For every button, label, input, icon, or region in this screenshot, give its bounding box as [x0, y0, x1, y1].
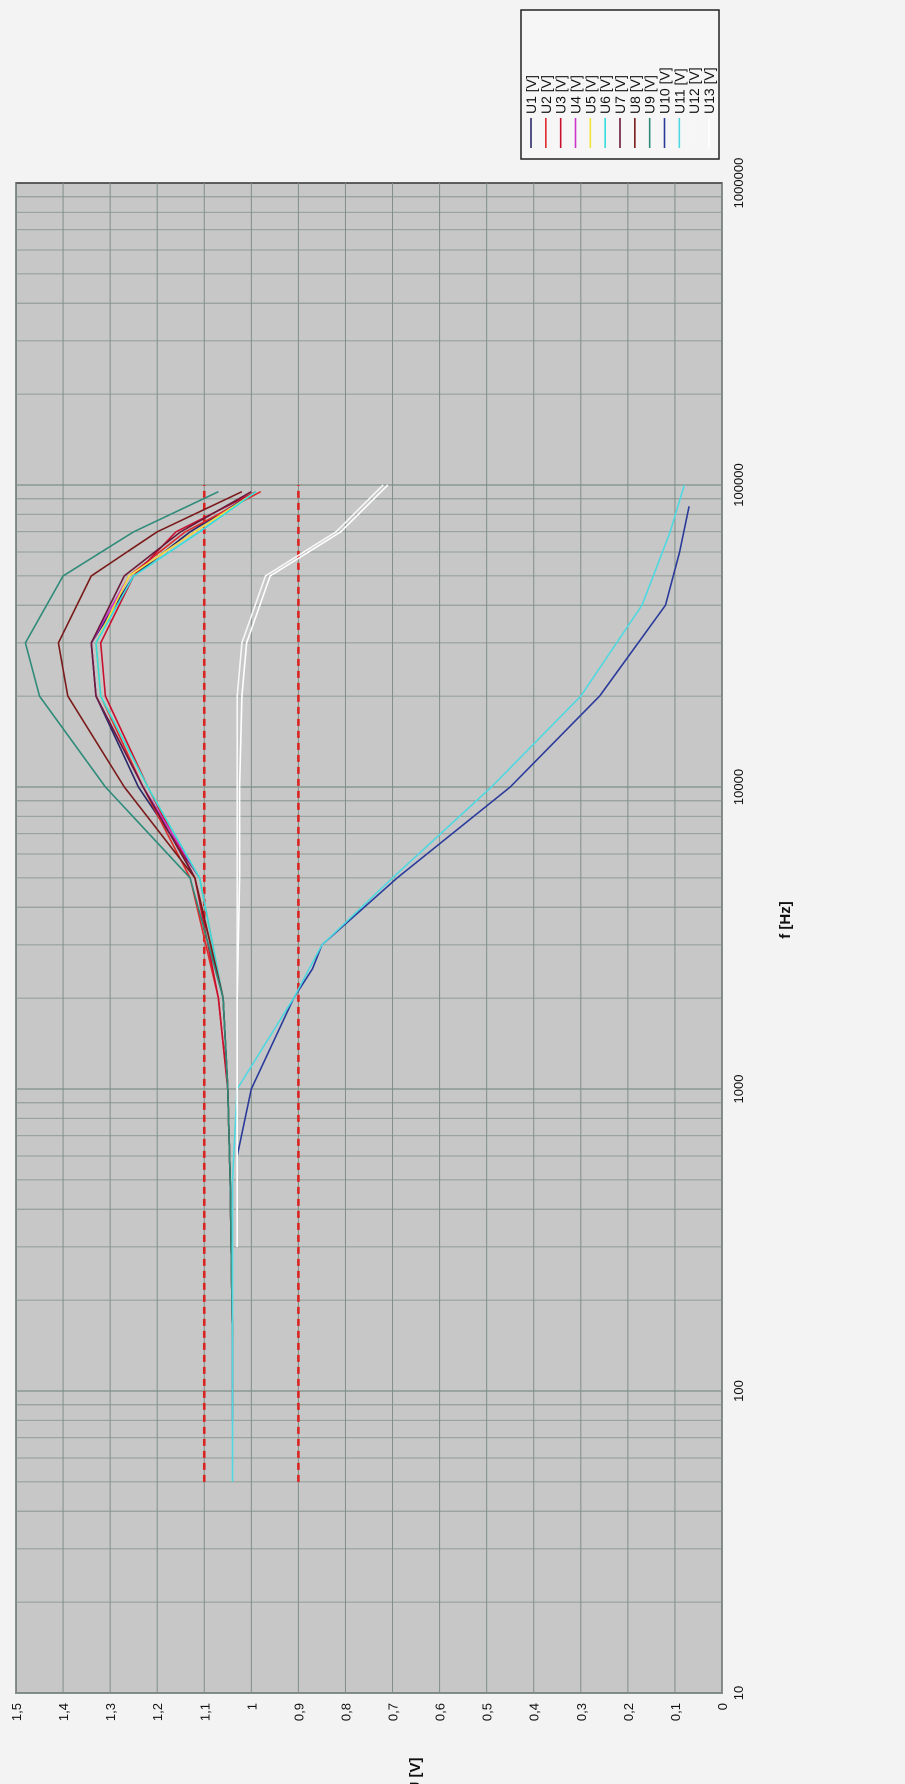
voltage-tick-label: 0,3: [574, 1703, 589, 1721]
legend-label: U12 [V]: [686, 67, 702, 114]
voltage-tick-label: 0: [715, 1703, 730, 1710]
svg-text:0,6: 0,6: [433, 1703, 448, 1721]
voltage-tick-label: 1,4: [56, 1703, 71, 1721]
svg-text:1000: 1000: [731, 1075, 746, 1104]
legend-label: U2 [V]: [538, 75, 554, 114]
voltage-tick-label: 1: [244, 1703, 259, 1710]
legend-label: U4 [V]: [568, 75, 584, 114]
series-line: [24, 490, 234, 1338]
frequency-tick-label: 100000: [731, 463, 746, 506]
legend-label: U1 [V]: [523, 75, 539, 114]
svg-text:0,2: 0,2: [621, 1703, 636, 1721]
legend-label: U13 [V]: [701, 67, 717, 114]
legend-label: U6 [V]: [597, 75, 613, 114]
legend-label: U11 [V]: [671, 68, 687, 114]
svg-text:0,8: 0,8: [338, 1703, 353, 1721]
svg-text:f [Hz]: f [Hz]: [777, 901, 794, 939]
svg-text:U11 [V]: U11 [V]: [671, 68, 687, 114]
svg-text:U10 [V]: U10 [V]: [657, 67, 673, 114]
voltage-tick-label: 0,7: [386, 1703, 401, 1721]
svg-text:U2 [V]: U2 [V]: [538, 75, 554, 114]
reference-lines: [202, 485, 300, 1482]
svg-text:1,5: 1,5: [9, 1703, 24, 1721]
svg-text:U7 [V]: U7 [V]: [612, 75, 628, 114]
voltage-tick-label: 0,6: [433, 1703, 448, 1721]
svg-text:U3 [V]: U3 [V]: [553, 75, 569, 114]
svg-text:U5 [V]: U5 [V]: [582, 75, 598, 114]
svg-text:0,4: 0,4: [527, 1703, 542, 1721]
series-line: [236, 484, 389, 1247]
svg-text:1,1: 1,1: [197, 1703, 212, 1721]
voltage-axis-ticks: 0 0,1 0,2 0,3 0,4 0,5 0,6 0,7 0,8 0,9 1 1,1 1,2 1,3 1,…: [9, 1703, 730, 1721]
frequency-tick-label: 1000000: [731, 158, 746, 209]
voltage-tick-label: 0,8: [338, 1703, 353, 1721]
svg-text:U13 [V]: U13 [V]: [701, 67, 717, 114]
voltage-axis-title: U [V]: [407, 1758, 424, 1784]
svg-text:U8 [V]: U8 [V]: [627, 75, 643, 114]
svg-text:0,5: 0,5: [480, 1703, 495, 1721]
frequency-tick-label: 10000: [731, 769, 746, 805]
svg-text:0,1: 0,1: [668, 1703, 683, 1721]
voltage-tick-label: 1,2: [150, 1703, 165, 1721]
svg-text:100000: 100000: [731, 463, 746, 506]
voltage-tick-label: 1,5: [9, 1703, 24, 1721]
svg-text:100: 100: [731, 1380, 746, 1402]
svg-text:U12 [V]: U12 [V]: [686, 67, 702, 114]
svg-text:U6 [V]: U6 [V]: [597, 75, 613, 114]
svg-text:1,2: 1,2: [150, 1703, 165, 1721]
legend-label: U8 [V]: [627, 75, 643, 114]
svg-text:1000000: 1000000: [731, 158, 746, 209]
legend-label: U7 [V]: [612, 75, 628, 114]
voltage-tick-label: 1,3: [103, 1703, 118, 1721]
frequency-tick-label: 10: [731, 1686, 746, 1700]
svg-text:U9 [V]: U9 [V]: [642, 75, 658, 114]
frequency-axis-title: f [Hz]: [777, 901, 794, 939]
plot-area: [15, 182, 723, 1694]
svg-text:0,7: 0,7: [386, 1703, 401, 1721]
voltage-tick-label: 0,9: [291, 1703, 306, 1721]
frequency-tick-label: 100: [731, 1380, 746, 1402]
frequency-tick-label: 1000: [731, 1075, 746, 1104]
frequency-axis-ticks: 10 100 1000 10000 100000 1000000: [731, 158, 746, 1701]
voltage-tick-label: 0,2: [621, 1703, 636, 1721]
svg-text:U [V]: U [V]: [407, 1758, 424, 1784]
svg-text:10: 10: [731, 1686, 746, 1700]
voltage-tick-label: 1,1: [197, 1703, 212, 1721]
legend-label: U9 [V]: [642, 75, 658, 114]
svg-text:U1 [V]: U1 [V]: [523, 75, 539, 114]
svg-text:U4 [V]: U4 [V]: [568, 75, 584, 114]
series-group: [24, 484, 690, 1482]
svg-text:1,4: 1,4: [56, 1703, 71, 1721]
svg-text:10000: 10000: [731, 769, 746, 805]
svg-text:0: 0: [715, 1703, 730, 1710]
series-line: [236, 506, 690, 1157]
voltage-tick-label: 0,5: [480, 1703, 495, 1721]
svg-text:1,3: 1,3: [103, 1703, 118, 1721]
svg-text:0,3: 0,3: [574, 1703, 589, 1721]
svg-text:1: 1: [244, 1703, 259, 1710]
series-line: [231, 484, 686, 1482]
voltage-tick-label: 0,4: [527, 1703, 542, 1721]
voltage-tick-label: 0,1: [668, 1703, 683, 1721]
legend-label: U10 [V]: [657, 67, 673, 114]
svg-text:0,9: 0,9: [291, 1703, 306, 1721]
legend-label: U5 [V]: [582, 75, 598, 114]
legend-items: U1 [V]U2 [V]U3 [V]U4 [V]U5 [V]U6 [V]U7 […: [523, 67, 717, 148]
legend-label: U3 [V]: [553, 75, 569, 114]
